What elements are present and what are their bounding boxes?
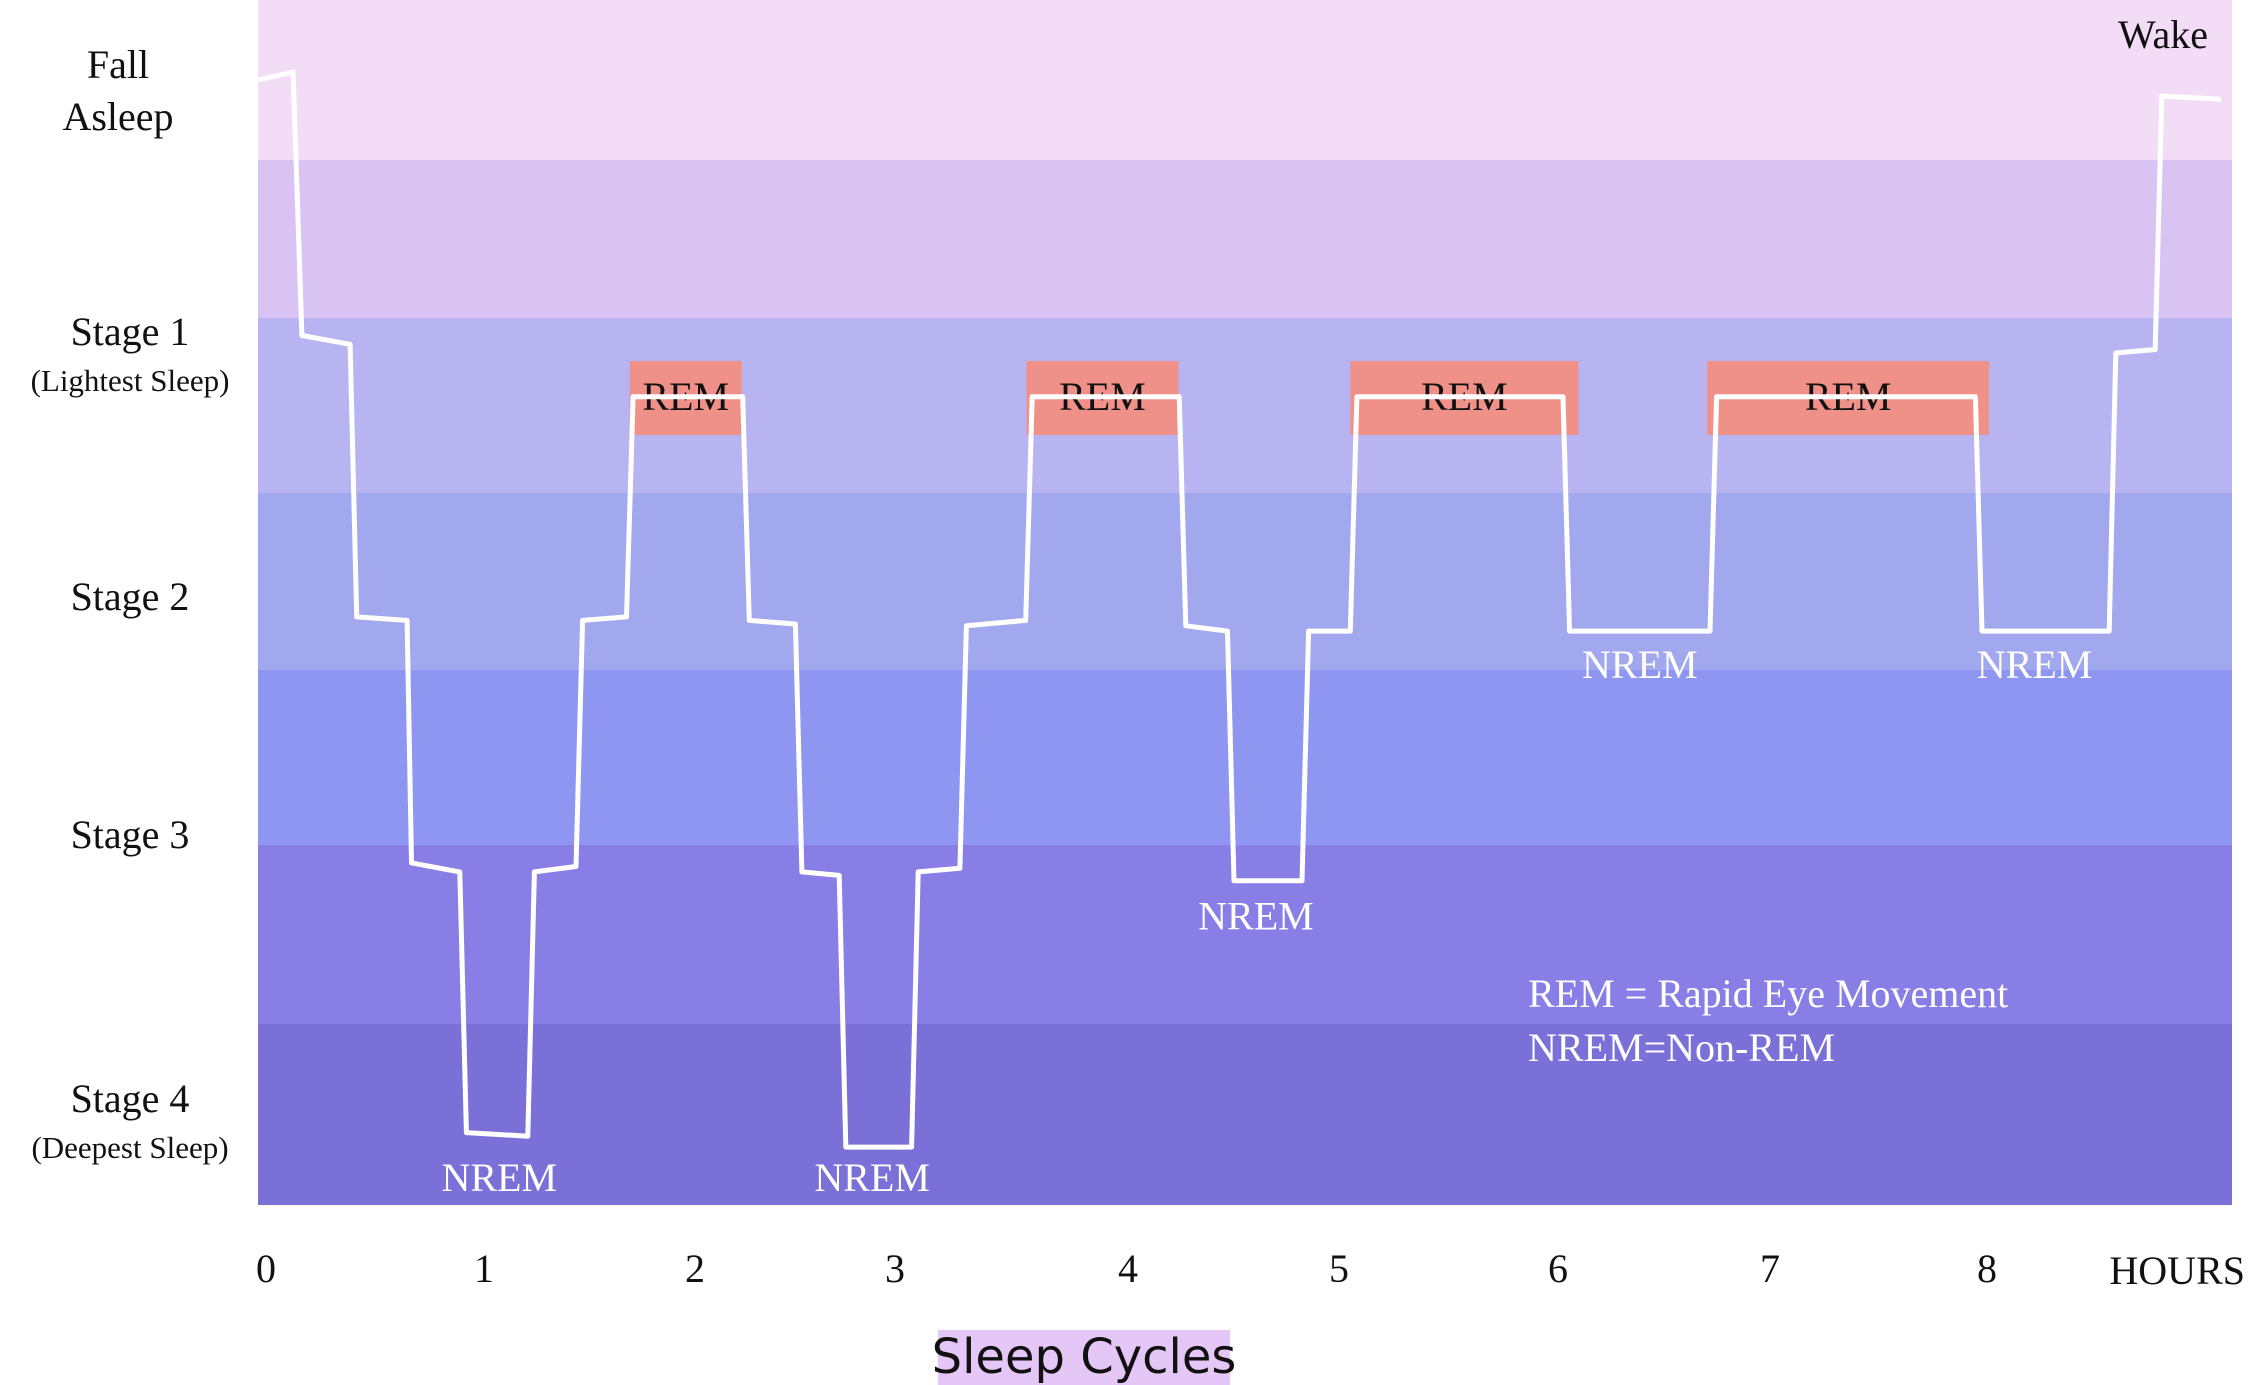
stage-label-stage4: Stage 4 [71,1076,190,1121]
band-stage3 [258,845,2232,1024]
caption-highlight [938,1330,1230,1385]
x-tick-label: 6 [1548,1246,1568,1291]
nrem-label: NREM [441,1155,557,1200]
legend-line: NREM=Non-REM [1528,1025,1835,1070]
stage-label-stage2: Stage 2 [71,574,190,619]
legend-line: REM = Rapid Eye Movement [1528,971,2008,1016]
stage-label-wake: Fall [87,42,149,87]
band-stage2 [258,493,2232,670]
x-tick-label: 8 [1977,1246,1997,1291]
x-axis-caption: Sleep Cycles [932,1329,1237,1385]
hypnogram-line [257,69,2222,1150]
hypnogram-line-group [257,69,2222,1150]
x-unit-label: HOURS [2109,1248,2245,1293]
wake-label: Wake [2118,12,2208,57]
x-tick-label: 3 [885,1246,905,1291]
band-stage2b [258,670,2232,845]
x-tick-label: 5 [1329,1246,1349,1291]
x-axis-caption-text: Sleep Cycles [932,1329,1237,1385]
nrem-label: NREM [1198,894,1314,939]
band-stage4 [258,1024,2232,1205]
nrem-label: NREM [1582,642,1698,687]
stage-label-stage1: Stage 1 [71,309,190,354]
stage-labels: Fall Asleep Stage 1 (Lightest Sleep) Stage 2… [31,12,2208,1165]
nrem-annotations: NREM NREM NREM NREM NREM [441,642,2092,1200]
x-tick-label: 0 [256,1246,276,1291]
x-tick-label: 2 [685,1246,705,1291]
nrem-label: NREM [1977,642,2093,687]
legend: REM = Rapid Eye Movement NREM=Non-REM [1528,971,2008,1070]
band-wake [258,0,2232,160]
x-axis-ticks: 0 1 2 3 4 5 6 7 8 HOURS [256,1246,2245,1293]
band-light [258,160,2232,318]
stage-sublabel-wake: Asleep [62,94,173,139]
nrem-label: NREM [814,1155,930,1200]
x-tick-label: 4 [1118,1246,1138,1291]
stage-bands [258,0,2232,1205]
x-tick-label: 7 [1760,1246,1780,1291]
stage-label-stage3: Stage 3 [71,812,190,857]
x-tick-label: 1 [474,1246,494,1291]
stage-sublabel-stage1: (Lightest Sleep) [31,363,230,398]
stage-sublabel-stage4: (Deepest Sleep) [31,1130,228,1165]
band-wake-right [2078,0,2232,150]
